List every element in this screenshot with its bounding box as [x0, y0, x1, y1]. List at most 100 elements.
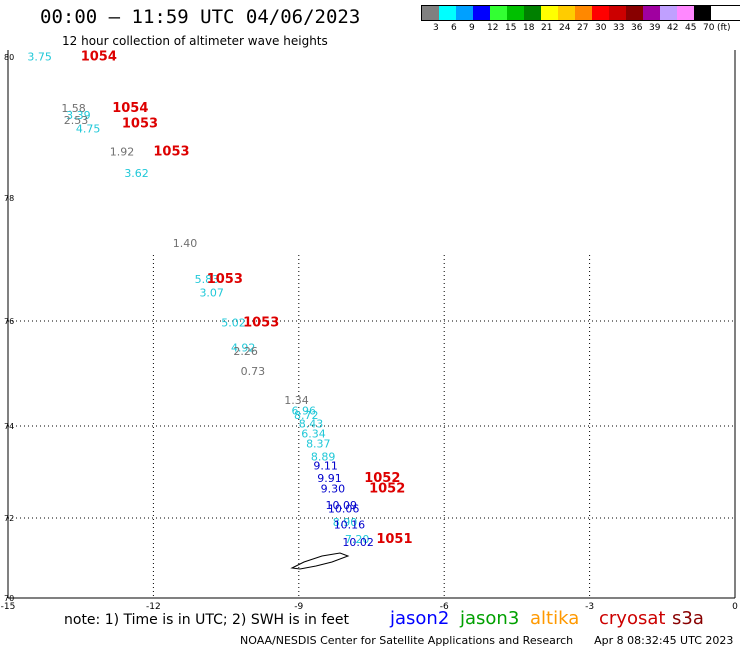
pressure-value: 1053: [122, 117, 158, 132]
lat-tick-label: 72: [4, 514, 14, 523]
wave-height-value: 5.02: [221, 316, 246, 329]
wave-height-value: 8.37: [306, 438, 331, 451]
legend-swatches: [421, 5, 740, 21]
legend-tick-label: 45: [685, 23, 697, 33]
legend-swatch: [677, 6, 694, 20]
wave-height-value: 1.40: [173, 237, 198, 250]
wave-height-value: 10.09: [325, 499, 357, 512]
legend-swatch: [575, 6, 592, 20]
legend-swatch: [660, 6, 677, 20]
wave-height-value: 2.53: [64, 114, 88, 127]
wave-height-value: 9.11: [313, 460, 338, 473]
wave-height-value: 7.20: [345, 533, 370, 546]
lat-tick-label: 70: [4, 594, 14, 603]
wave-height-value: 5.83: [195, 273, 220, 286]
footer-source: NOAA/NESDIS Center for Satellite Applica…: [240, 634, 574, 647]
lat-tick-label: 78: [4, 194, 14, 203]
legend-tick-label: 9: [469, 23, 475, 33]
legend-swatch: [456, 6, 473, 20]
legend-tick-label: 39: [649, 23, 661, 33]
legend-tick-label: 18: [523, 23, 535, 33]
satellite-jason3: jason3: [460, 608, 520, 629]
legend-swatch: [592, 6, 609, 20]
lon-tick-label: -15: [1, 602, 16, 612]
lon-tick-label: -9: [294, 602, 303, 612]
wave-height-value: 8.90: [333, 516, 358, 529]
legend-tick-label: 15: [505, 23, 517, 33]
legend-tick-label: 42: [667, 23, 679, 33]
legend-tick-label: 24: [559, 23, 571, 33]
legend-swatch: [643, 6, 660, 20]
legend-tick-label: 36: [631, 23, 643, 33]
legend-unit: (ft): [717, 23, 731, 33]
legend-tick-label: 6: [451, 23, 457, 33]
legend-swatch: [524, 6, 541, 20]
wave-height-value: 3.75: [27, 51, 51, 64]
pressure-value: 1054: [81, 50, 117, 65]
wave-height-value: 6.96: [292, 404, 317, 417]
lon-tick-label: -6: [440, 602, 449, 612]
legend-swatch: [558, 6, 575, 20]
wave-height-value: 8.89: [311, 451, 336, 464]
wave-height-value: 3.07: [199, 286, 224, 299]
pressure-value: 1052: [364, 471, 400, 486]
legend-swatch: [490, 6, 507, 20]
legend-swatch: [422, 6, 439, 20]
legend-swatch: [609, 6, 626, 20]
lon-tick-label: 0: [732, 602, 738, 612]
lat-tick-label: 74: [4, 422, 14, 431]
wave-height-value: 0.73: [241, 365, 266, 378]
wave-height-value: 2.26: [233, 345, 258, 358]
wave-height-value: 1.92: [110, 146, 135, 159]
legend-tick-label: 21: [541, 23, 553, 33]
legend-tick-label: 30: [595, 23, 607, 33]
legend-swatch: [541, 6, 558, 20]
pressure-value: 1054: [112, 101, 148, 116]
wave-height-value: 1.58: [61, 102, 86, 115]
legend-tick-label: 3: [433, 23, 439, 33]
legend-tick-label: 33: [613, 23, 625, 33]
wave-height-value: 9.91: [317, 472, 342, 485]
note-text: note: 1) Time is in UTC; 2) SWH is in fe…: [64, 612, 350, 628]
wave-height-value: 1.34: [284, 394, 309, 407]
wave-height-value: 6.34: [301, 428, 326, 441]
pressure-value: 1053: [207, 272, 243, 287]
legend-swatch: [507, 6, 524, 20]
wave-height-value: 9.30: [321, 483, 346, 496]
pressure-value: 1053: [243, 315, 279, 330]
pressure-value: 1052: [369, 482, 405, 497]
wave-height-value: 10.06: [328, 502, 360, 515]
island-coastline: [290, 552, 350, 570]
legend-swatch: [626, 6, 643, 20]
footer-timestamp: Apr 8 08:32:45 UTC 2023: [594, 634, 734, 647]
legend-tick-label: 70: [703, 23, 715, 33]
satellite-s3a: s3a: [672, 608, 704, 629]
wave-height-value: 3.62: [124, 167, 149, 180]
pressure-value: 1053: [153, 145, 189, 160]
satellite-jason2: jason2: [390, 608, 450, 629]
footer-credit: NOAA/NESDIS Center for Satellite Applica…: [240, 634, 733, 647]
lat-tick-label: 76: [4, 317, 14, 326]
chart-title: 00:00 – 11:59 UTC 04/06/2023: [40, 6, 361, 28]
wave-height-value: 8.72: [294, 409, 319, 422]
legend-ticks: 3 6 9 12 15 18 21 24 27 30 33 36 39 42 45 70 (ft): [421, 21, 740, 35]
lat-tick-label: 80: [4, 53, 14, 62]
legend-tick-label: 12: [487, 23, 499, 33]
lon-tick-label: -3: [585, 602, 594, 612]
lon-tick-label: -12: [146, 602, 161, 612]
chart-subtitle: 12 hour collection of altimeter wave hei…: [62, 34, 328, 48]
wave-height-value: 4.75: [76, 122, 101, 135]
satellite-cryosat: cryosat: [599, 608, 666, 629]
wave-height-value: 4.92: [231, 341, 256, 354]
legend-swatch: [694, 6, 711, 20]
wave-height-value: 10.02: [342, 536, 374, 549]
legend-swatch: [473, 6, 490, 20]
legend-swatch: [439, 6, 456, 20]
wave-height-value: 3.39: [66, 109, 91, 122]
wave-height-value: 8.43: [299, 417, 324, 430]
satellite-altika: altika: [530, 608, 580, 629]
pressure-value: 1051: [376, 532, 412, 547]
wave-height-value: 10.16: [334, 518, 366, 531]
color-legend: 3 6 9 12 15 18 21 24 27 30 33 36 39 42 45 70 (ft): [421, 5, 740, 35]
